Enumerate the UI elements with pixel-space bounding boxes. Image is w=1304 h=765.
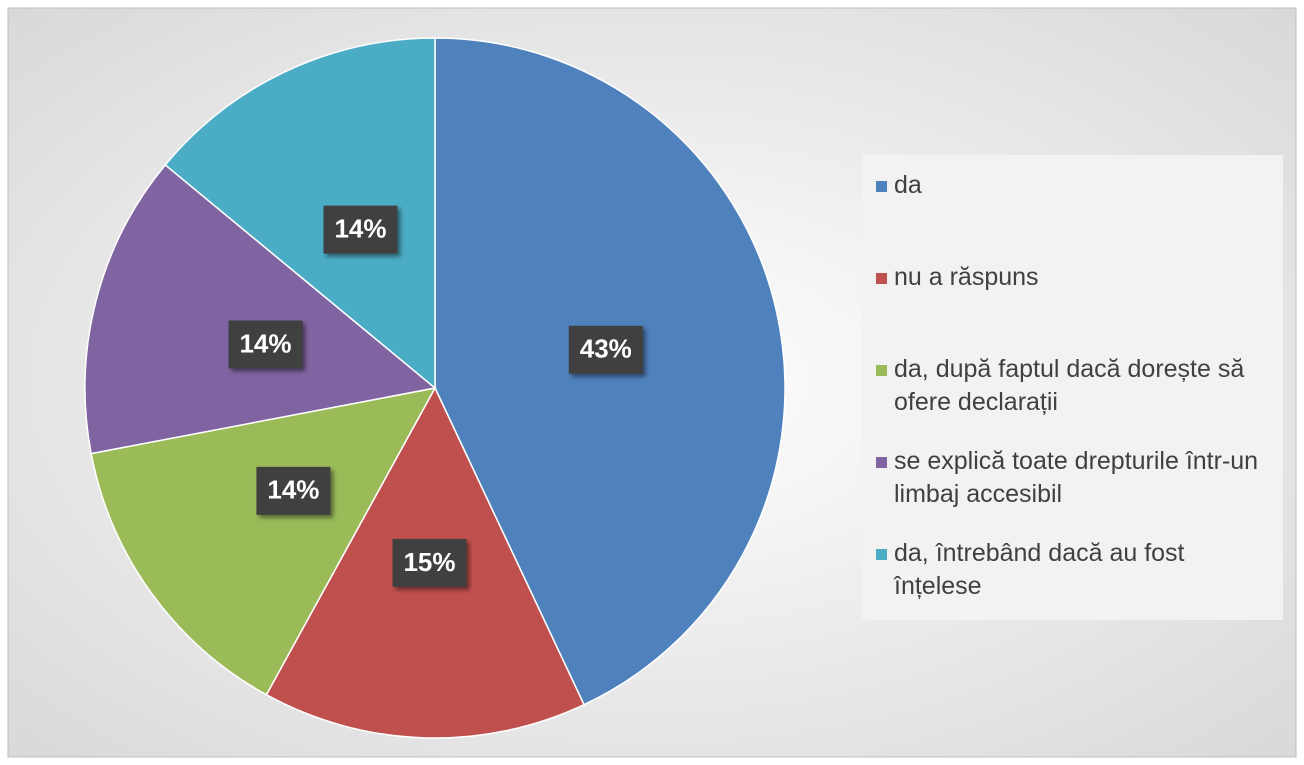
legend-label: da [894, 171, 922, 199]
data-label: 43% [568, 325, 643, 374]
data-label: 14% [228, 320, 303, 369]
data-label-box [256, 466, 331, 515]
legend-swatch [876, 457, 887, 468]
legend-item: da, întrebând dacă au fost înțelese [876, 537, 1273, 629]
legend-swatch [876, 181, 887, 192]
data-label: 15% [392, 538, 467, 587]
legend-item: da [876, 169, 1273, 261]
data-label-box [392, 538, 467, 587]
legend: da nu a răspuns da, după faptul dacă doreș… [862, 155, 1283, 620]
data-label-text: 15% [403, 547, 455, 577]
data-label-box [228, 320, 303, 369]
pie-slice [164, 37, 436, 390]
pie-slice [90, 386, 437, 696]
data-label-text: 43% [580, 334, 632, 364]
legend-item: da, după faptul dacă dorește să ofere de… [876, 353, 1273, 445]
data-label: 14% [256, 466, 331, 515]
legend-item: nu a răspuns [876, 261, 1273, 353]
legend-swatch [876, 549, 887, 560]
legend-label: nu a răspuns [894, 263, 1039, 291]
data-label: 14% [323, 205, 398, 254]
data-label-text: 14% [334, 214, 386, 244]
legend-swatch [876, 273, 887, 284]
legend-swatch [876, 365, 887, 376]
pie-slice [84, 163, 437, 455]
legend-label: se explică toate drepturile într-un limb… [894, 447, 1259, 508]
data-label-box [323, 205, 398, 254]
data-label-box [568, 325, 643, 374]
data-label-text: 14% [267, 475, 319, 505]
legend-label: da, după faptul dacă dorește să ofere de… [894, 355, 1245, 416]
legend-label: da, întrebând dacă au fost înțelese [894, 539, 1185, 600]
data-label-text: 14% [239, 328, 291, 358]
legend-item: se explică toate drepturile într-un limb… [876, 445, 1273, 537]
